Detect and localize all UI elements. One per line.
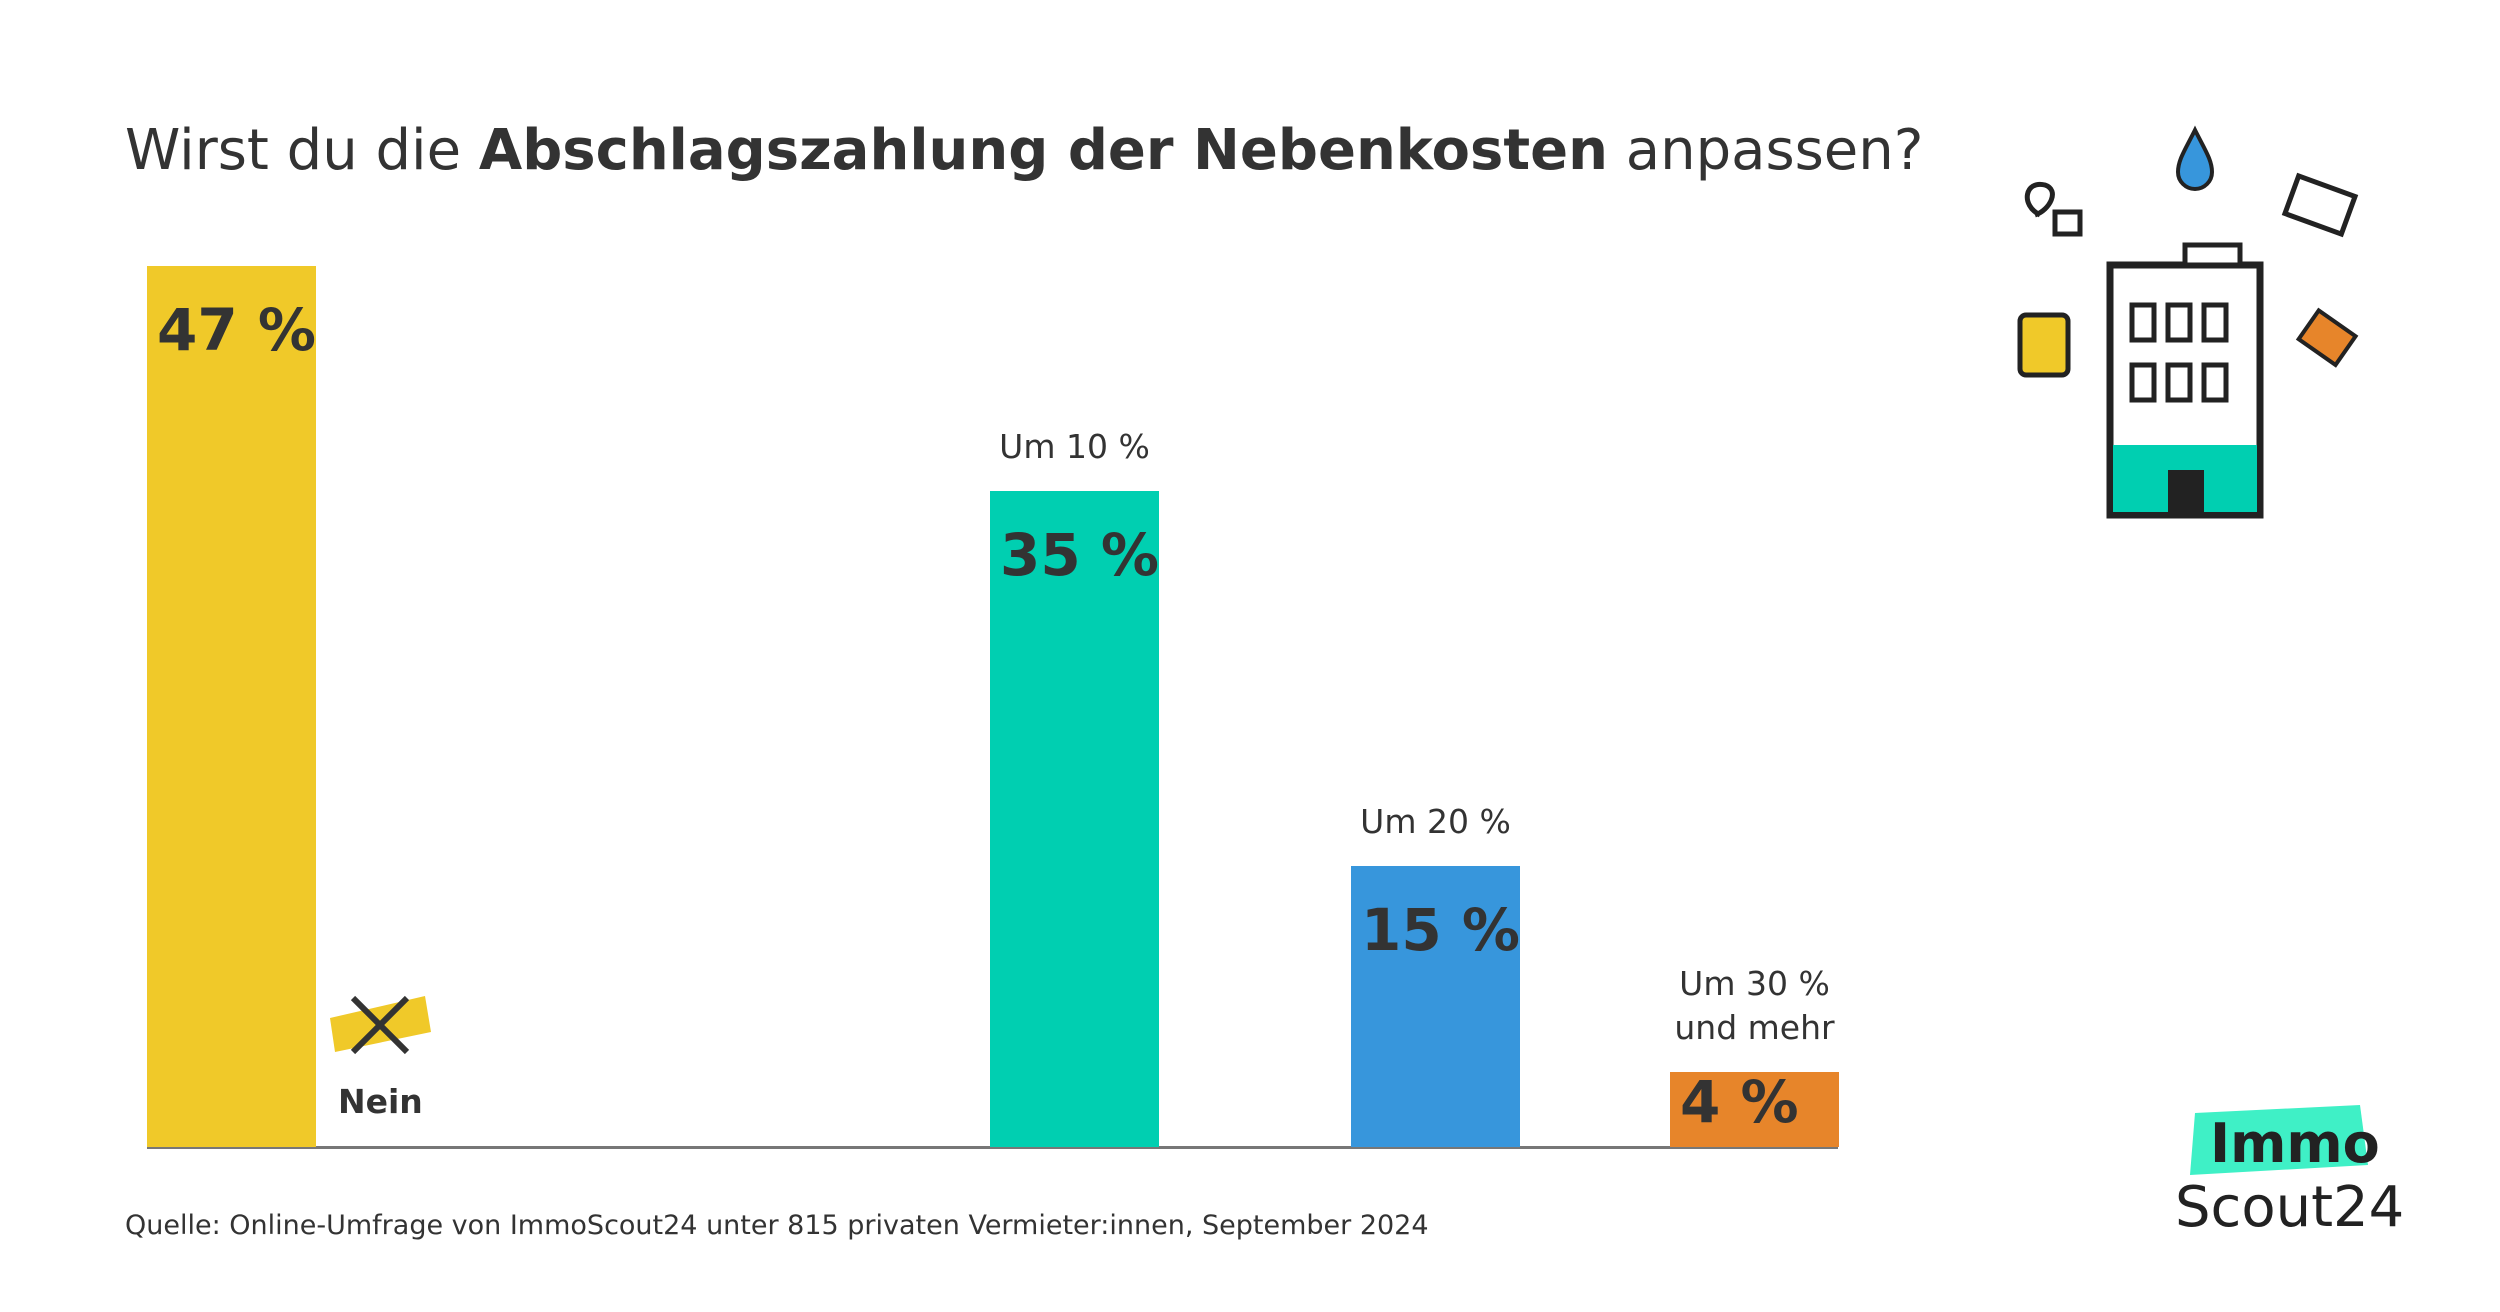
no-icon: [330, 995, 431, 1055]
source-note: Quelle: Online-Umfrage von ImmoScout24 u…: [125, 1210, 1429, 1241]
bar: [990, 490, 1159, 1147]
bar: [1670, 1072, 1839, 1147]
value-label: 47 %: [157, 295, 317, 364]
category-label: Um 30 % und mehr: [1674, 964, 1835, 1047]
logo-text: Scout24: [2175, 1175, 2405, 1240]
baseline: [147, 1146, 1838, 1149]
category-label: Um 10 %: [999, 426, 1150, 466]
title-part: anpassen?: [1607, 118, 1924, 183]
bar: [147, 265, 316, 1147]
title-part: Wirst du die: [125, 118, 479, 183]
value-label: 15 %: [1361, 895, 1521, 964]
value-label: 35 %: [1000, 520, 1160, 589]
title-part: Abschlagszahlung der Nebenkosten: [478, 118, 1608, 183]
chart-title: Wirst du die Abschlagszahlung der Nebenk…: [125, 118, 1923, 183]
value-label: 4 %: [1680, 1068, 1799, 1136]
category-label: Nein: [338, 1082, 423, 1121]
category-label: Um 20 %: [1360, 801, 1511, 841]
logo-text: Immo: [2210, 1112, 2380, 1175]
building-illustration: [2017, 125, 2359, 519]
logo-badge: [2190, 1105, 2368, 1175]
bar: [1351, 865, 1520, 1147]
